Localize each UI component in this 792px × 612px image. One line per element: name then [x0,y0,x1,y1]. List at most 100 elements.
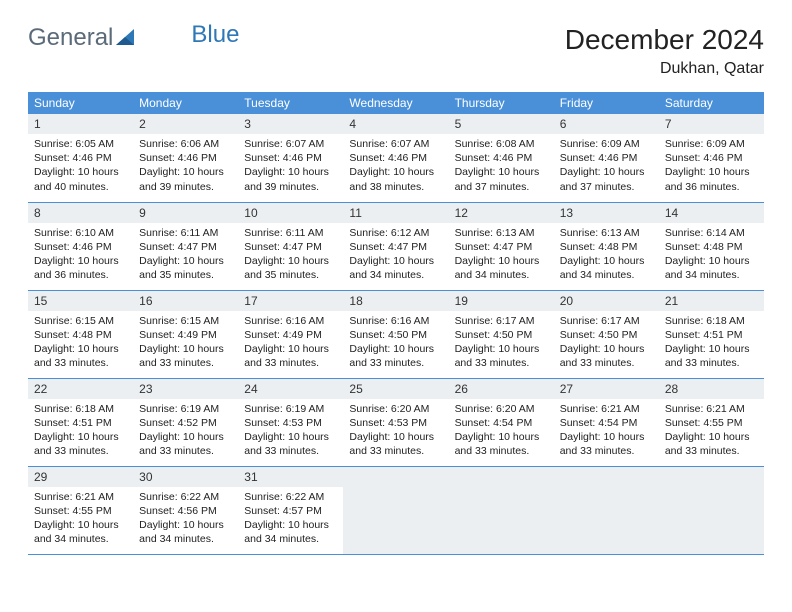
calendar-cell: 5Sunrise: 6:08 AMSunset: 4:46 PMDaylight… [449,114,554,202]
sunrise-line: Sunrise: 6:07 AM [349,137,442,151]
sunrise-line: Sunrise: 6:21 AM [34,490,127,504]
daylight-line: Daylight: 10 hours and 33 minutes. [139,342,232,370]
calendar-cell: 3Sunrise: 6:07 AMSunset: 4:46 PMDaylight… [238,114,343,202]
logo-text-2: Blue [191,21,239,49]
sunrise-line: Sunrise: 6:16 AM [349,314,442,328]
sunset-line: Sunset: 4:46 PM [34,240,127,254]
day-info: Sunrise: 6:09 AMSunset: 4:46 PMDaylight:… [554,134,659,200]
sunset-line: Sunset: 4:56 PM [139,504,232,518]
daylight-line: Daylight: 10 hours and 37 minutes. [455,165,548,193]
day-info: Sunrise: 6:19 AMSunset: 4:52 PMDaylight:… [133,399,238,465]
day-number: 17 [238,291,343,311]
page-title: December 2024 [565,24,764,56]
day-number: 8 [28,203,133,223]
calendar-cell: 12Sunrise: 6:13 AMSunset: 4:47 PMDayligh… [449,202,554,290]
day-info: Sunrise: 6:19 AMSunset: 4:53 PMDaylight:… [238,399,343,465]
day-number: 1 [28,114,133,134]
calendar-row: 22Sunrise: 6:18 AMSunset: 4:51 PMDayligh… [28,378,764,466]
calendar-row: 8Sunrise: 6:10 AMSunset: 4:46 PMDaylight… [28,202,764,290]
daylight-line: Daylight: 10 hours and 35 minutes. [244,254,337,282]
sunset-line: Sunset: 4:50 PM [349,328,442,342]
sunrise-line: Sunrise: 6:06 AM [139,137,232,151]
daylight-line: Daylight: 10 hours and 34 minutes. [349,254,442,282]
sunset-line: Sunset: 4:51 PM [665,328,758,342]
day-number: 19 [449,291,554,311]
day-number: 11 [343,203,448,223]
daylight-line: Daylight: 10 hours and 39 minutes. [244,165,337,193]
day-number: 13 [554,203,659,223]
sunrise-line: Sunrise: 6:10 AM [34,226,127,240]
title-block: December 2024 Dukhan, Qatar [565,24,764,78]
sunset-line: Sunset: 4:55 PM [665,416,758,430]
calendar-cell: 31Sunrise: 6:22 AMSunset: 4:57 PMDayligh… [238,466,343,554]
calendar-cell: 26Sunrise: 6:20 AMSunset: 4:54 PMDayligh… [449,378,554,466]
day-info: Sunrise: 6:11 AMSunset: 4:47 PMDaylight:… [133,223,238,289]
day-number: 3 [238,114,343,134]
sunset-line: Sunset: 4:46 PM [139,151,232,165]
daylight-line: Daylight: 10 hours and 36 minutes. [665,165,758,193]
day-number: 14 [659,203,764,223]
day-info: Sunrise: 6:13 AMSunset: 4:48 PMDaylight:… [554,223,659,289]
empty-day [343,467,448,487]
daylight-line: Daylight: 10 hours and 33 minutes. [349,430,442,458]
day-info: Sunrise: 6:12 AMSunset: 4:47 PMDaylight:… [343,223,448,289]
calendar-cell: 13Sunrise: 6:13 AMSunset: 4:48 PMDayligh… [554,202,659,290]
sunrise-line: Sunrise: 6:18 AM [34,402,127,416]
day-info: Sunrise: 6:20 AMSunset: 4:54 PMDaylight:… [449,399,554,465]
sunrise-line: Sunrise: 6:11 AM [139,226,232,240]
calendar-cell [449,466,554,554]
sunrise-line: Sunrise: 6:19 AM [139,402,232,416]
sunset-line: Sunset: 4:47 PM [244,240,337,254]
sunrise-line: Sunrise: 6:18 AM [665,314,758,328]
sunset-line: Sunset: 4:53 PM [349,416,442,430]
day-info: Sunrise: 6:15 AMSunset: 4:49 PMDaylight:… [133,311,238,377]
sunset-line: Sunset: 4:53 PM [244,416,337,430]
calendar-cell [554,466,659,554]
empty-day [554,467,659,487]
daylight-line: Daylight: 10 hours and 34 minutes. [244,518,337,546]
sunset-line: Sunset: 4:49 PM [139,328,232,342]
day-number: 4 [343,114,448,134]
calendar-cell: 9Sunrise: 6:11 AMSunset: 4:47 PMDaylight… [133,202,238,290]
sunrise-line: Sunrise: 6:07 AM [244,137,337,151]
day-header: Friday [554,92,659,114]
sunset-line: Sunset: 4:47 PM [139,240,232,254]
sunset-line: Sunset: 4:50 PM [455,328,548,342]
day-info: Sunrise: 6:05 AMSunset: 4:46 PMDaylight:… [28,134,133,200]
sunset-line: Sunset: 4:46 PM [455,151,548,165]
sunset-line: Sunset: 4:51 PM [34,416,127,430]
sunrise-line: Sunrise: 6:22 AM [244,490,337,504]
calendar-cell [343,466,448,554]
daylight-line: Daylight: 10 hours and 33 minutes. [34,342,127,370]
day-info: Sunrise: 6:17 AMSunset: 4:50 PMDaylight:… [554,311,659,377]
daylight-line: Daylight: 10 hours and 33 minutes. [34,430,127,458]
day-info: Sunrise: 6:21 AMSunset: 4:54 PMDaylight:… [554,399,659,465]
calendar-row: 29Sunrise: 6:21 AMSunset: 4:55 PMDayligh… [28,466,764,554]
day-header: Sunday [28,92,133,114]
sunset-line: Sunset: 4:54 PM [560,416,653,430]
day-info: Sunrise: 6:22 AMSunset: 4:56 PMDaylight:… [133,487,238,553]
calendar-cell: 8Sunrise: 6:10 AMSunset: 4:46 PMDaylight… [28,202,133,290]
calendar-cell: 28Sunrise: 6:21 AMSunset: 4:55 PMDayligh… [659,378,764,466]
day-header: Monday [133,92,238,114]
day-info: Sunrise: 6:20 AMSunset: 4:53 PMDaylight:… [343,399,448,465]
day-info: Sunrise: 6:10 AMSunset: 4:46 PMDaylight:… [28,223,133,289]
sunset-line: Sunset: 4:48 PM [560,240,653,254]
calendar-cell: 30Sunrise: 6:22 AMSunset: 4:56 PMDayligh… [133,466,238,554]
sunset-line: Sunset: 4:46 PM [34,151,127,165]
empty-day [449,467,554,487]
sunrise-line: Sunrise: 6:21 AM [560,402,653,416]
logo-text-1: General [28,24,113,52]
daylight-line: Daylight: 10 hours and 33 minutes. [560,430,653,458]
day-number: 9 [133,203,238,223]
daylight-line: Daylight: 10 hours and 33 minutes. [665,430,758,458]
calendar-row: 1Sunrise: 6:05 AMSunset: 4:46 PMDaylight… [28,114,764,202]
calendar-cell: 1Sunrise: 6:05 AMSunset: 4:46 PMDaylight… [28,114,133,202]
logo-sail-icon [115,28,135,48]
calendar-cell: 6Sunrise: 6:09 AMSunset: 4:46 PMDaylight… [554,114,659,202]
day-number: 28 [659,379,764,399]
sunset-line: Sunset: 4:54 PM [455,416,548,430]
day-number: 2 [133,114,238,134]
daylight-line: Daylight: 10 hours and 39 minutes. [139,165,232,193]
day-info: Sunrise: 6:22 AMSunset: 4:57 PMDaylight:… [238,487,343,553]
